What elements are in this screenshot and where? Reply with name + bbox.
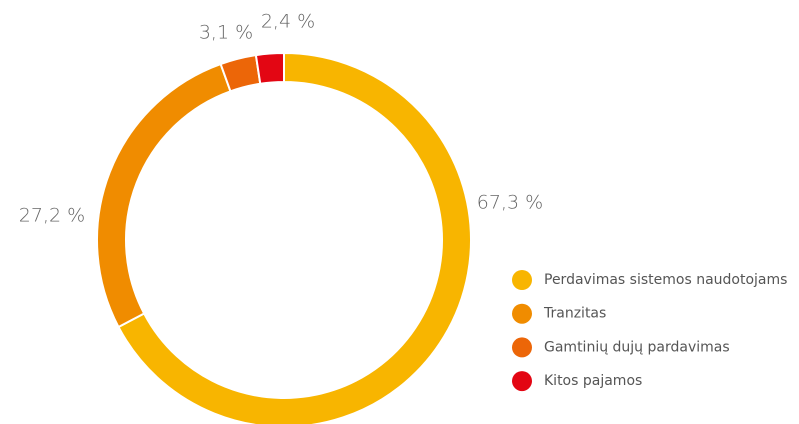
value-label: 67,3 % [477,192,543,214]
slice [117,51,472,424]
legend-label: Tranzitas [543,306,606,322]
value-label: 27,2 % [19,205,85,227]
legend-swatch [512,270,532,290]
legend-label: Kitos pajamos [544,373,642,389]
legend-swatch [512,303,532,324]
value-label: 3,1 % [199,22,253,44]
slice [254,51,285,85]
slice [96,62,232,329]
legend-label: Perdavimas sistemos naudotojams [544,272,787,288]
legend-swatch [512,337,532,358]
legend-swatch [512,371,532,392]
legend-label: Gamtinių dujų pardavimas [544,339,730,355]
value-label: 2,4 % [261,11,315,33]
